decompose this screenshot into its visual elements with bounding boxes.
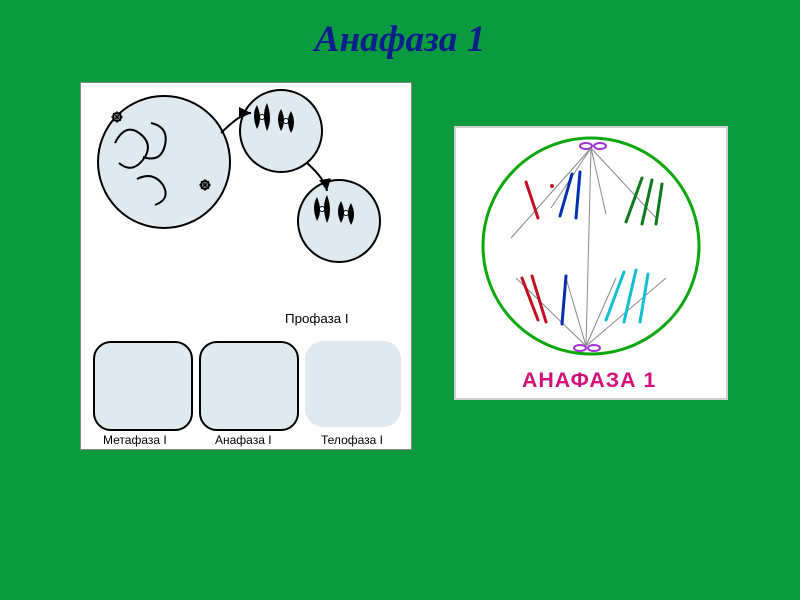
label-prophase: Профаза I (285, 311, 349, 326)
anaphase-cell (199, 341, 299, 431)
right-caption: АНАФАЗА 1 (522, 368, 656, 393)
anaphase-cell-svg (456, 128, 726, 368)
label-anaphase: Анафаза I (215, 433, 272, 447)
metaphase-cell (93, 341, 193, 431)
telophase-cell (305, 341, 401, 427)
slide: Анафаза 1 (0, 0, 800, 600)
cell-membrane (483, 138, 699, 354)
right-diagram-panel: АНАФАЗА 1 (454, 126, 728, 400)
label-telophase: Телофаза I (321, 433, 383, 447)
label-metaphase: Метафаза I (103, 433, 167, 447)
left-diagram-panel: Профаза I Метафаза I Анафаза I Телофаза … (80, 82, 412, 450)
slide-title: Анафаза 1 (0, 18, 800, 61)
